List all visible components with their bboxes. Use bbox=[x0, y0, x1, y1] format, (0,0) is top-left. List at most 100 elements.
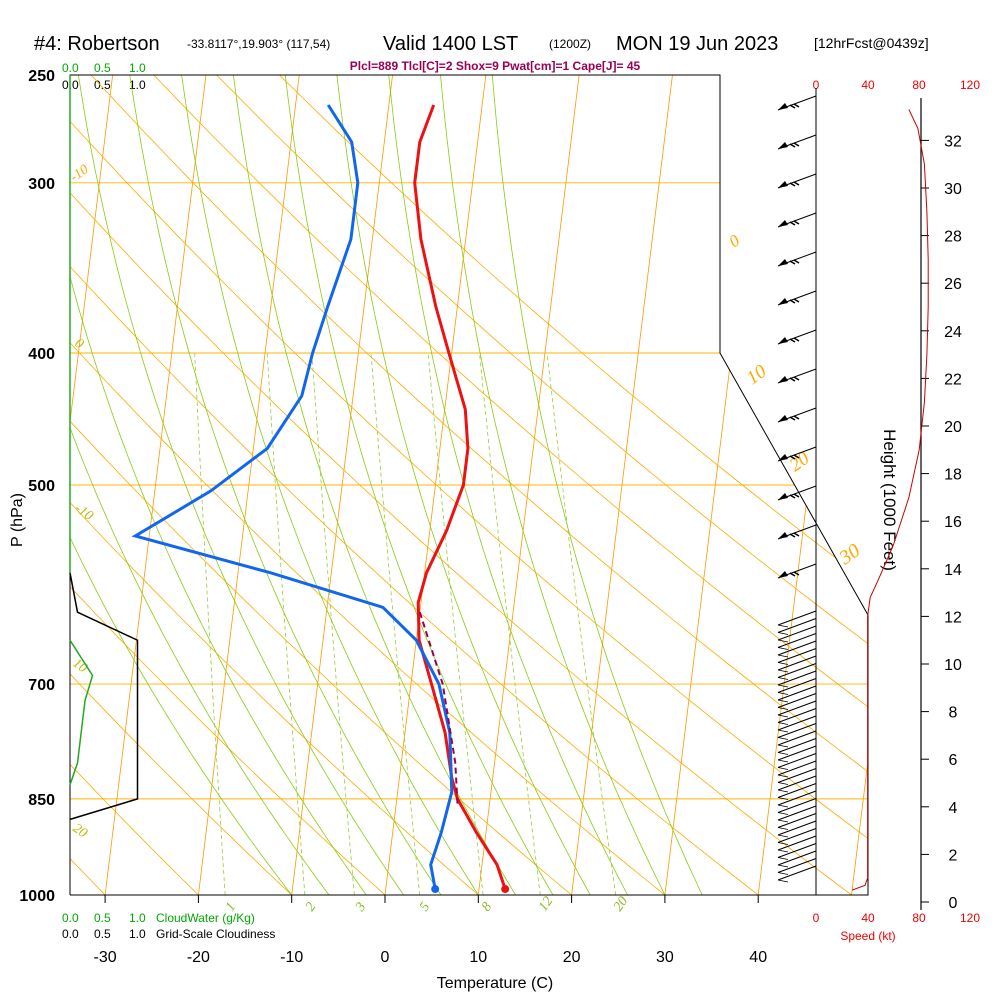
wind-barb bbox=[777, 805, 817, 823]
cloudiness-line bbox=[69, 572, 139, 821]
wind-barb bbox=[777, 329, 817, 345]
wind-barb bbox=[777, 730, 817, 748]
barb-staff bbox=[777, 648, 817, 663]
height-tick-label: 8 bbox=[949, 705, 958, 722]
barb-flag bbox=[777, 729, 789, 733]
cloud-profiles bbox=[69, 75, 139, 821]
wind-barb bbox=[777, 678, 817, 695]
wind-barb bbox=[777, 708, 817, 725]
barb-flag bbox=[793, 220, 800, 225]
mixing-ratio-line bbox=[546, 352, 617, 895]
wind-barb bbox=[777, 618, 817, 635]
bottom-green-label: CloudWater (g/Kg) bbox=[156, 911, 255, 925]
barb-staff bbox=[777, 670, 817, 686]
wind-barb bbox=[777, 745, 817, 763]
wind-barb bbox=[777, 610, 817, 628]
dry-adiabat-label: -10 bbox=[68, 162, 92, 185]
mixing-ratio-line bbox=[427, 352, 484, 895]
x-tick-label: -30 bbox=[94, 949, 117, 966]
barb-flag bbox=[777, 857, 789, 860]
chart-title-valid: Valid 1400 LST bbox=[383, 33, 518, 55]
barb-staff bbox=[777, 768, 817, 783]
barb-flag bbox=[777, 737, 789, 740]
moist-adiabat-line bbox=[70, 75, 330, 895]
barb-flag bbox=[777, 797, 789, 800]
stability-indices: Plcl=889 Tlcl[C]=2 Shox=9 Pwat[cm]=1 Cap… bbox=[350, 59, 641, 73]
mixing-ratio-label: 5 bbox=[417, 900, 433, 914]
barb-staff bbox=[777, 783, 817, 798]
barb-flag bbox=[777, 789, 789, 793]
barb-staff bbox=[777, 655, 817, 671]
dewpoint-surface-point bbox=[431, 885, 440, 894]
barb-staff bbox=[777, 865, 817, 881]
moist-adiabat-label: 20 bbox=[70, 821, 90, 841]
barb-flag bbox=[777, 819, 789, 823]
wind-barb bbox=[777, 173, 817, 189]
wind-barb bbox=[777, 813, 817, 830]
barb-pennant bbox=[778, 337, 788, 344]
temperature-surface-point bbox=[501, 885, 510, 894]
chart-title-station: #4: Robertson bbox=[34, 33, 160, 55]
barb-flag bbox=[777, 692, 789, 695]
barb-pennant bbox=[778, 181, 788, 188]
wind-barb bbox=[777, 798, 817, 815]
sounding-series bbox=[131, 104, 510, 894]
chart-title-date: MON 19 Jun 2023 bbox=[616, 33, 778, 55]
speed-axis-label: Speed (kt) bbox=[840, 929, 895, 943]
y-axis-label: P (hPa) bbox=[9, 493, 26, 547]
barb-flag bbox=[793, 181, 800, 186]
barb-staff bbox=[777, 843, 817, 858]
barb-staff bbox=[777, 730, 817, 746]
wind-barb bbox=[777, 768, 817, 785]
wind-barb bbox=[777, 648, 817, 665]
barb-flag bbox=[789, 260, 796, 265]
barb-staff bbox=[777, 640, 817, 656]
isotherm-line bbox=[851, 75, 868, 895]
x-tick-label: 40 bbox=[749, 949, 767, 966]
barb-flag bbox=[777, 804, 789, 808]
barb-flag bbox=[793, 259, 800, 264]
pressure-tick-label: 500 bbox=[28, 478, 55, 495]
dry-adiabat-label: 0 bbox=[725, 231, 743, 252]
speed-top-tick-3: 120 bbox=[960, 78, 980, 92]
barb-flag bbox=[777, 842, 789, 845]
bottom-black-tick-2: 1.0 bbox=[129, 927, 146, 941]
wind-barb bbox=[777, 663, 817, 680]
wind-barb bbox=[777, 828, 817, 845]
moist-adiabat-line bbox=[70, 75, 293, 895]
barb-flag bbox=[793, 532, 800, 537]
wind-barb bbox=[777, 633, 817, 650]
parcel-line bbox=[418, 611, 459, 806]
mixing-ratio-label: 2 bbox=[303, 900, 319, 914]
dry-adiabat-line bbox=[70, 75, 868, 895]
pressure-tick-label: 700 bbox=[28, 677, 55, 694]
barb-staff bbox=[777, 700, 817, 716]
dry-adiabat-line bbox=[70, 75, 852, 895]
barb-staff bbox=[777, 678, 817, 693]
speed-scale-top: 0 40 80 120 bbox=[813, 78, 981, 92]
moist-adiabat-line bbox=[388, 75, 628, 895]
barb-staff bbox=[777, 753, 817, 768]
wind-barb bbox=[777, 251, 817, 267]
height-tick-label: 20 bbox=[944, 419, 962, 436]
barb-flag bbox=[789, 455, 796, 460]
wind-barb bbox=[777, 715, 817, 733]
wind-barb bbox=[777, 446, 817, 462]
dry-adiabat-line bbox=[153, 75, 868, 895]
height-tick-label: 14 bbox=[944, 562, 962, 579]
barb-staff bbox=[777, 835, 817, 851]
moist-adiabat-line bbox=[181, 75, 479, 895]
moist-adiabat-line bbox=[233, 75, 516, 895]
mixing-ratio-label: 20 bbox=[611, 894, 631, 914]
barb-staff bbox=[777, 858, 817, 873]
wind-barb bbox=[777, 775, 817, 793]
barb-staff bbox=[777, 738, 817, 753]
speed-top-tick-1: 40 bbox=[861, 78, 875, 92]
barb-staff bbox=[777, 745, 817, 761]
dry-adiabat-label: 30 bbox=[834, 540, 864, 570]
wind-barb bbox=[777, 693, 817, 710]
wind-barb bbox=[777, 820, 817, 838]
height-tick-label: 4 bbox=[949, 800, 958, 817]
barb-flag bbox=[777, 647, 789, 650]
barb-flag bbox=[777, 872, 789, 875]
